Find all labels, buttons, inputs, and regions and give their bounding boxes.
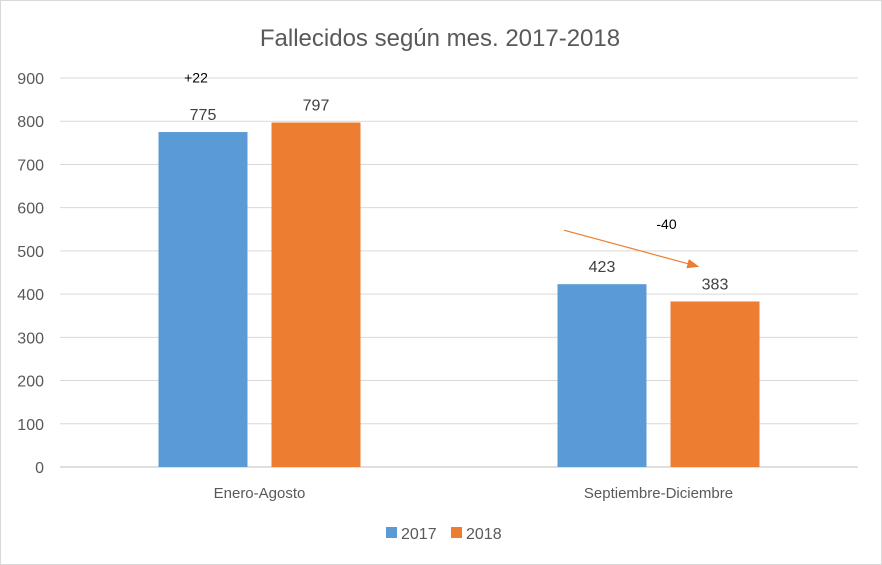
legend-label-2018: 2018 (466, 526, 502, 543)
y-tick-label: 500 (17, 244, 44, 261)
difference-annotation: -40 (656, 216, 676, 232)
legend-swatch-2017 (386, 527, 397, 538)
trend-arrow (563, 229, 700, 269)
difference-annotation: +22 (184, 70, 208, 86)
y-tick-label: 800 (17, 114, 44, 131)
legend-label-2017: 2017 (401, 526, 437, 543)
chart-title: Fallecidos según mes. 2017-2018 (260, 25, 620, 52)
y-tick-label: 700 (17, 157, 44, 174)
y-tick-label: 100 (17, 417, 44, 434)
y-tick-label: 200 (17, 374, 44, 391)
x-tick-label: Septiembre-Diciembre (584, 485, 733, 502)
bar-2018 (670, 301, 760, 467)
x-tick-label: Enero-Agosto (214, 485, 306, 502)
data-label: 775 (190, 107, 217, 124)
bar-2017 (158, 132, 248, 467)
y-tick-label: 600 (17, 201, 44, 218)
data-label: 797 (303, 98, 330, 115)
data-label: 423 (589, 259, 616, 276)
y-tick-label: 0 (35, 460, 44, 477)
y-tick-label: 300 (17, 330, 44, 347)
data-label: 383 (702, 276, 729, 293)
bar-2018 (271, 122, 361, 467)
y-tick-label: 900 (17, 71, 44, 88)
bar-2017 (557, 284, 647, 467)
legend-swatch-2018 (451, 527, 462, 538)
y-tick-label: 400 (17, 287, 44, 304)
